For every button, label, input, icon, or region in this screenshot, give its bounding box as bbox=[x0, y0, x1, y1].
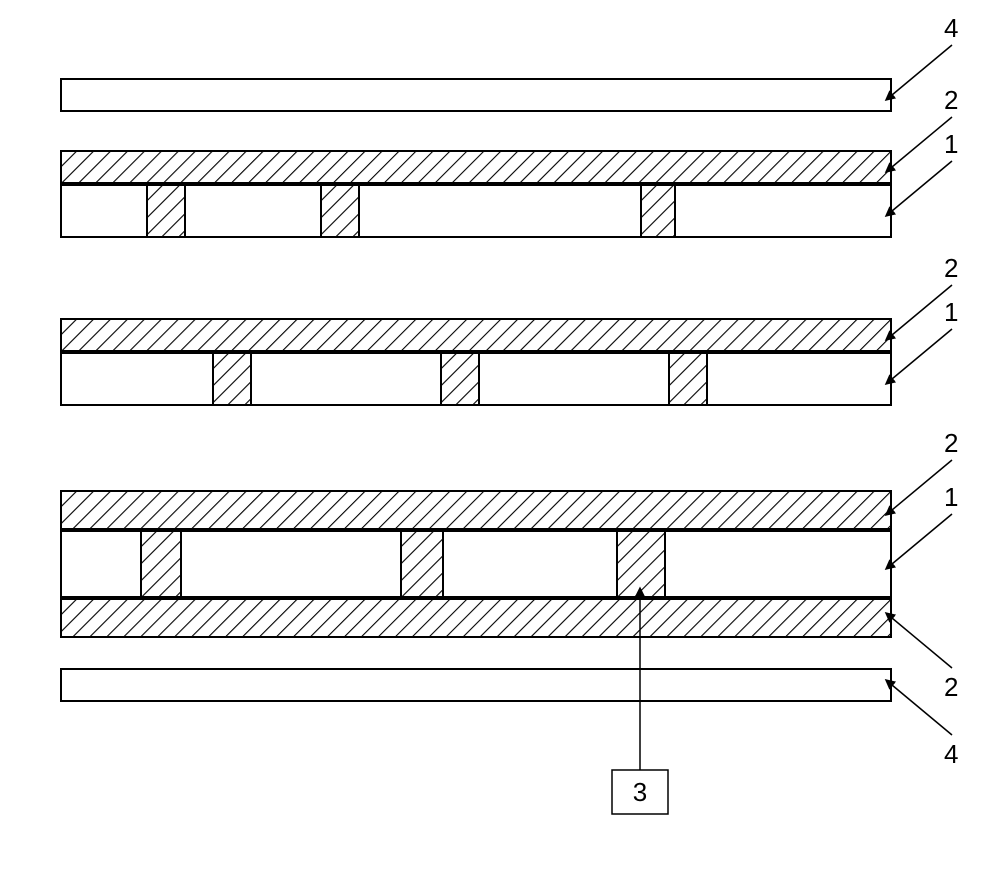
svg-text:3: 3 bbox=[633, 777, 647, 807]
callout-3: 3 bbox=[0, 0, 1000, 884]
diagram-stage: 4212121243 bbox=[0, 0, 1000, 884]
